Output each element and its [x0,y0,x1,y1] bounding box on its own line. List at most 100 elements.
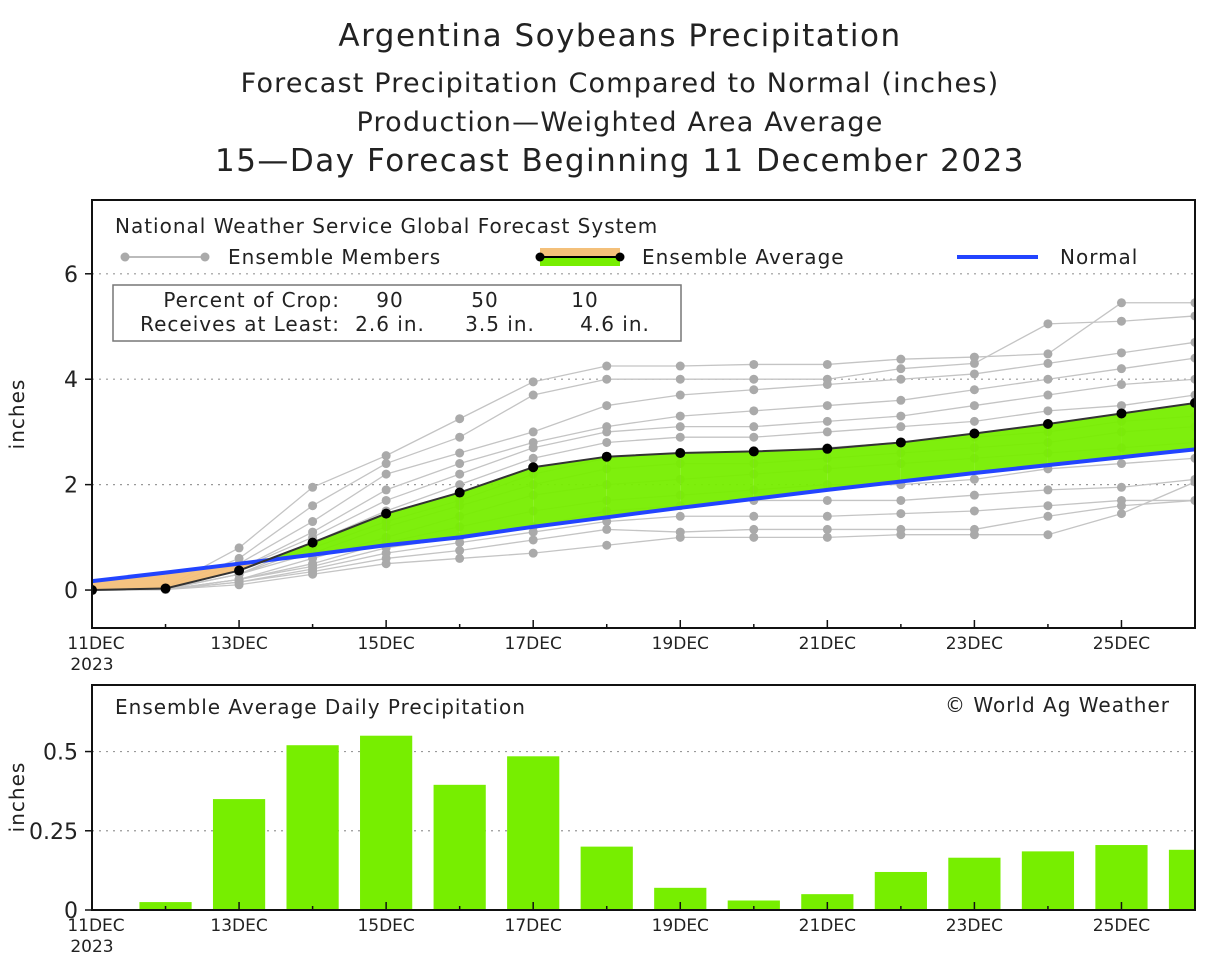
daily-bar [507,756,560,910]
anomaly-fill [753,448,828,499]
ensemble-average-point [895,437,906,448]
ensemble-member-point [896,509,906,519]
ensemble-member-point [749,432,759,442]
legend-average: Ensemble Average [642,245,845,269]
ensemble-member-point [675,422,685,432]
ensemble-member-point [969,490,979,500]
ensemble-member-point [969,474,979,484]
ensemble-member-point [1043,358,1053,368]
ensemble-member-point [675,511,685,521]
ensemble-average-point [675,448,686,459]
ensemble-member-point [969,416,979,426]
ensemble-member-point [528,443,538,453]
anomaly-fill [312,513,387,555]
ensemble-member-line [92,302,1195,591]
ensemble-member-point [675,411,685,421]
ensemble-member-point [528,427,538,437]
x-tick-label: 19DEC [652,916,709,936]
y-tick-label: 0 [64,579,78,604]
x-tick-label: 11DEC [67,916,124,936]
ensemble-average-point [969,428,980,439]
ensemble-member-point [969,369,979,379]
ensemble-member-point [1116,509,1126,519]
ensemble-member-point [1190,311,1195,321]
ensemble-member-point [1043,511,1053,521]
bottom-subtitle: Ensemble Average Daily Precipitation [115,695,526,719]
cumulative-panel: National Weather Service Global Forecast… [5,199,1196,675]
ensemble-average-point [307,537,318,548]
ensemble-member-point [455,459,465,469]
bottom-ylabel: inches [5,762,29,833]
title-sub-1: Forecast Precipitation Compared to Norma… [241,68,1000,99]
ensemble-member-point [1190,353,1195,363]
x-tick-label: 25DEC [1093,634,1150,654]
anomaly-fill [900,433,975,482]
anomaly-fill [827,442,901,490]
anomaly-fill [459,467,534,538]
ensemble-member-point [455,414,465,424]
ensemble-member-point [455,538,465,548]
ensemble-member-point [1116,298,1126,308]
ensemble-member-point [749,374,759,384]
ensemble-member-point [896,530,906,540]
anomaly-fill [1121,402,1195,458]
ensemble-member-point [1043,530,1053,540]
ensemble-member-point [528,453,538,463]
ensemble-member-point [896,411,906,421]
ensemble-member-point [1190,477,1195,487]
ensemble-member-point [528,548,538,558]
ensemble-member-point [822,495,832,505]
ensemble-member-point [896,395,906,405]
anomaly-fill [1047,413,1122,466]
ensemble-member-point [1043,390,1053,400]
legend: Ensemble Members Ensemble Average Normal [120,245,1138,269]
ensemble-average-point [234,565,245,576]
daily-bar [286,745,339,910]
daily-bar [1021,851,1075,910]
ensemble-member-point [308,517,318,527]
ensemble-member-point [822,359,832,369]
ensemble-member-point [528,535,538,545]
anomaly-fill [386,492,460,546]
top-plot-frame [91,199,1196,629]
ensemble-member-point [1043,485,1053,495]
daily-bar [360,735,413,910]
anomaly-fill [92,572,166,591]
ensemble-member-point [602,361,612,371]
ensemble-member-point [822,532,832,542]
ensemble-member-point [675,374,685,384]
anomaly-fill [680,451,754,508]
y-tick-label: 0.25 [29,820,78,845]
ensemble-member-point [381,469,391,479]
ensemble-member-point [749,511,759,521]
y-tick-label: 2 [64,474,78,499]
ensemble-member-point [749,532,759,542]
y-tick-label: 4 [64,368,78,393]
ensemble-member-point [822,379,832,389]
svg-text:3.5 in.: 3.5 in. [465,312,535,336]
daily-bar [948,857,1001,910]
ensemble-average-point [822,443,833,454]
legend-normal: Normal [1060,245,1138,269]
daily-panel: Ensemble Average Daily Precipitation © W… [5,684,1196,957]
ensemble-member-point [675,432,685,442]
y-tick-label: 6 [64,263,78,288]
ensemble-member-point [896,374,906,384]
x-tick-label: 21DEC [799,916,856,936]
ensemble-member-point [822,416,832,426]
ensemble-member-point [234,580,244,590]
ensemble-member-point [528,377,538,387]
svg-text:4.6 in.: 4.6 in. [580,312,650,336]
ensemble-member-point [455,546,465,556]
ensemble-member-point [1043,501,1053,511]
ensemble-member-point [602,401,612,411]
daily-bar [874,871,927,910]
daily-bar [433,784,486,910]
x-tick-year: 2023 [70,655,113,675]
ensemble-member-point [1190,390,1195,400]
ensemble-member-line [92,378,1195,591]
ensemble-member-point [749,359,759,369]
ensemble-member-point [675,390,685,400]
crop-table: Percent of Crop: 90 50 10 Receives at Le… [112,284,682,342]
